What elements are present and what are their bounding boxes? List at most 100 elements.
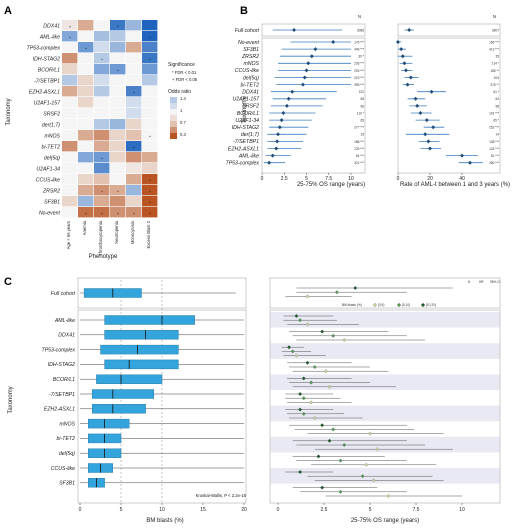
heatmap-cell [126, 196, 142, 207]
panel-c-box [104, 330, 179, 340]
heatmap-cell [142, 152, 158, 163]
heatmap-cell [94, 20, 110, 31]
heatmap-cell [94, 130, 110, 141]
panel-b-row-label-ccus-like: CCUS-like [235, 68, 259, 74]
heatmap-sig-mark: * [117, 211, 119, 216]
panel-c-row-label-ccus-like: CCUS-like [51, 466, 75, 472]
panel-b-right-n: 214 * [492, 62, 500, 66]
panel-b-right-point [423, 132, 428, 137]
panel-c-left-tick-label: 5 [120, 507, 123, 513]
heatmap-col-label-monocytosis: Monocytosis [130, 221, 135, 244]
panel-b-left-n: 236 *** [354, 62, 365, 66]
panel-c-box [104, 315, 195, 325]
heatmap-cell [126, 42, 142, 53]
heatmap-cell [94, 152, 110, 163]
panel-c-right-point [360, 474, 365, 479]
heatmap-sig-mark: * [149, 211, 151, 216]
heatmap-cell [94, 42, 110, 53]
panel-b-right-point [468, 160, 472, 165]
panel-c-row-label-sf3b1: SF3B1 [59, 481, 75, 487]
heatmap-sig-mark: * [149, 35, 151, 40]
heatmap-cell [110, 163, 126, 174]
heatmap-cell [78, 86, 94, 97]
panel-c-right-point [327, 438, 332, 443]
panel-b-left-point [306, 61, 311, 66]
panel-b-left-n: 219 *** [354, 76, 365, 80]
panel-a-sig-legend-title: Significance [168, 62, 195, 68]
panel-b-left-n: 64 *** [356, 154, 365, 158]
heatmap-cell [62, 20, 78, 31]
colorbar-segment [170, 115, 177, 121]
panel-b-left-n: 175 *** [354, 40, 365, 44]
heatmap-sig-mark: * [101, 211, 103, 216]
colorbar-tick-label: 1.4 [180, 96, 186, 101]
heatmap-row-label-ezh2-asxl1: EZH2-ASXL1 [29, 90, 60, 96]
panel-b-left-point [284, 103, 289, 108]
panel-b-right-n: 64 [495, 97, 499, 101]
panel-b-left-point [302, 75, 307, 80]
panel-c-right-header: HR [479, 280, 484, 284]
panel-c-right-point [290, 349, 295, 354]
heatmap-cell [94, 185, 110, 196]
panel-b-right-point [402, 61, 407, 66]
panel-b-row-label-mnos: mNOS [243, 61, 259, 67]
panel-b-right-n: 61 * [493, 90, 499, 94]
panel-c-row-label-idh-stag2: IDH-STAG2 [48, 362, 75, 368]
panel-b-right-tick-label: 40 [459, 176, 465, 182]
panel-c-right-point [298, 392, 303, 396]
panel-c-annotation: Kruskal-Wallis, P < 2.2e-16 [196, 493, 247, 498]
heatmap-cell [110, 86, 126, 97]
heatmap-cell [62, 42, 78, 53]
heatmap-cell [94, 31, 110, 42]
heatmap-cell [110, 119, 126, 130]
panel-b-right-n: 124 *** [489, 147, 500, 151]
heatmap-cell [78, 185, 94, 196]
panel-b-left-n: 277 *** [354, 126, 365, 130]
heatmap-sig-mark: * [85, 46, 87, 51]
heatmap-cell [94, 196, 110, 207]
panel-c-right-point [298, 318, 303, 323]
panel-c-right-legend-label: [10,20) [426, 303, 436, 307]
panel-b-left-n: 15 [360, 133, 364, 137]
heatmap-cell [110, 97, 126, 108]
panel-b-row-label-sf3b1: SF3B1 [243, 47, 259, 53]
heatmap-cell [142, 64, 158, 75]
heatmap-cell [110, 64, 126, 75]
panel-b-right-point [396, 40, 400, 44]
panel-b-left-tick-label: 0 [261, 176, 264, 182]
colorbar-segment [170, 103, 177, 109]
panel-b-left-point [267, 160, 272, 165]
panel-c-right-forest: N HR 95% CI BM blasts (%) [0,5) [5,10) [10,20)… [269, 277, 501, 513]
panel-b-right-n: 35 [495, 55, 499, 59]
heatmap-sig-mark: + [69, 24, 72, 29]
heatmap-cell [110, 130, 126, 141]
heatmap-sig-mark: * [149, 57, 151, 62]
heatmap-row-label-7-setbp1: -7/SETBP1 [34, 79, 60, 85]
panel-c-right-xlabel: 25-75% OS range (years) [351, 518, 419, 524]
heatmap-cell [94, 86, 110, 97]
panel-c-box [104, 359, 179, 370]
panel-c-box [96, 374, 163, 384]
heatmap-cell [126, 75, 142, 86]
panel-c-right-point [371, 478, 376, 483]
panel-c-right-point [368, 431, 372, 436]
heatmap-cell [126, 185, 142, 196]
heatmap-cell [110, 174, 126, 185]
heatmap-cell [78, 42, 94, 53]
panel-b-left-n: 66 [360, 104, 364, 108]
heatmap-cell [62, 174, 78, 185]
heatmap-row-label-bi-tet2: bi-TET2 [42, 145, 61, 151]
panel-c-right-point [305, 322, 310, 327]
panel-a-sig-legend-item-1: * FDR < 0.01 [172, 70, 197, 75]
heatmap-cell [142, 20, 158, 31]
panel-c-right-point [294, 353, 299, 358]
heatmap-cell [110, 196, 126, 207]
panel-c-right-point [309, 400, 314, 405]
panel-c-right-point [301, 376, 306, 381]
heatmap-cell [62, 108, 78, 119]
colorbar-tick-label: 0.7 [180, 120, 186, 125]
colorbar-segment [170, 109, 177, 115]
heatmap-cell [126, 163, 142, 174]
heatmap-cell [78, 130, 94, 141]
